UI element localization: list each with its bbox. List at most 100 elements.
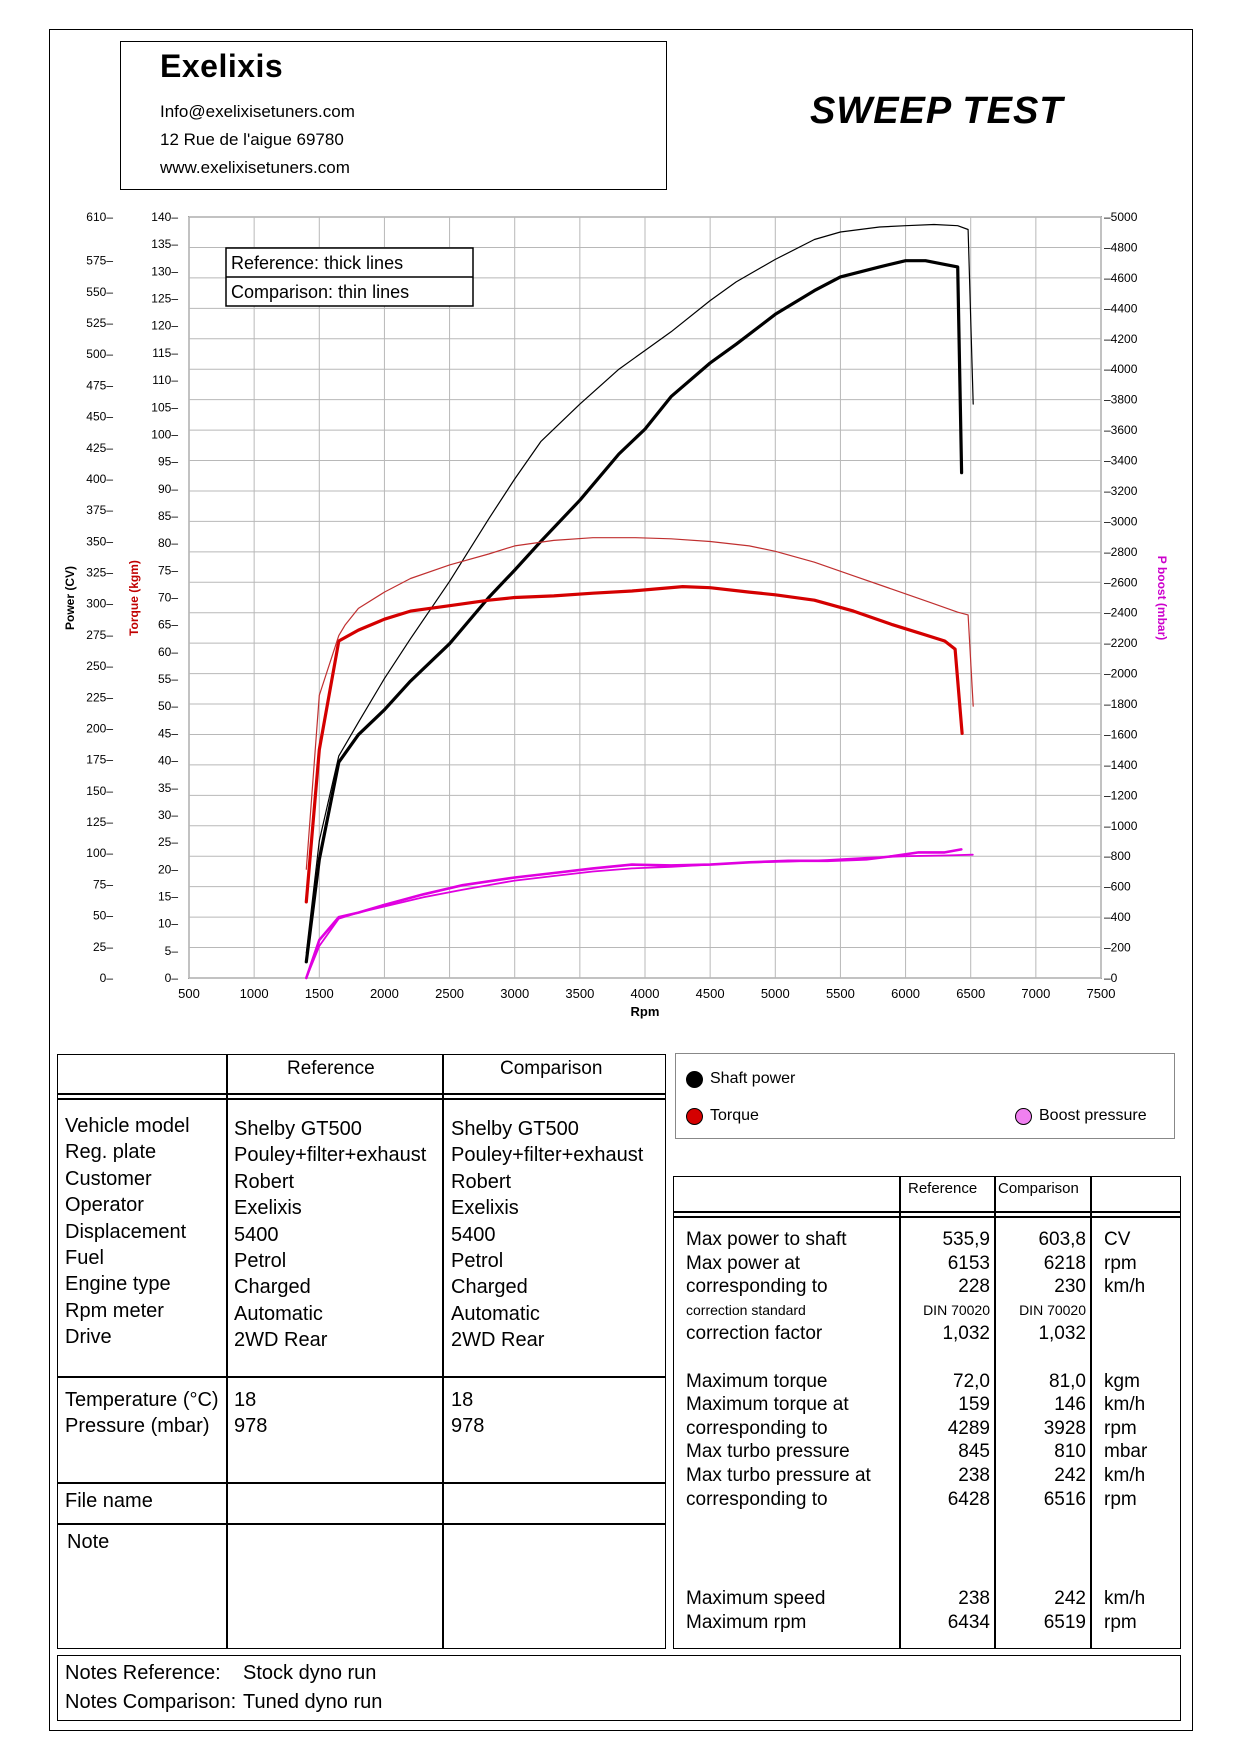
shaft-power-legend-label: Shaft power	[710, 1070, 796, 1087]
speed-unit: km/h	[1104, 1588, 1146, 1609]
info-labels: Vehicle model Reg. plate Customer Operat…	[65, 1113, 190, 1351]
info-cmp-value: Charged	[451, 1276, 528, 1299]
speed-reference-values: 238 6434	[900, 1587, 990, 1634]
torque-tick-label: 115–	[152, 346, 178, 360]
env-labels: Temperature (°C) Pressure (mbar)	[65, 1387, 219, 1440]
torque-tick-label: 120–	[151, 319, 178, 333]
result-ref-value: 6153	[947, 1252, 990, 1274]
env-ref-value: 978	[234, 1415, 268, 1438]
info-comparison-values: Shelby GT500 Pouley+filter+exhaust Rober…	[451, 1116, 643, 1354]
result-cmp-value	[995, 1346, 1086, 1370]
result-unit: kgm	[1104, 1370, 1140, 1392]
power-comparison-line	[305, 223, 974, 954]
legend-box-entry: Comparison: thin lines	[231, 282, 409, 302]
result-ref-value: 6428	[947, 1488, 990, 1510]
boost-tick-label: –2000	[1104, 667, 1138, 681]
boost-tick-label: –3000	[1104, 514, 1138, 528]
speed-cmp-value: 242	[1054, 1588, 1086, 1609]
x-tick-label: 500	[178, 986, 200, 1001]
boost-tick-label: –200	[1104, 941, 1131, 955]
result-unit	[1104, 1346, 1147, 1370]
power-tick-label: 325–	[86, 566, 113, 580]
result-cmp-value: 603,8	[1038, 1229, 1086, 1250]
boost-tick-label: –1600	[1104, 727, 1138, 741]
torque-tick-label: 65–	[158, 618, 178, 632]
info-cmp-value: Petrol	[451, 1249, 504, 1272]
torque-tick-label: 110–	[152, 373, 178, 387]
result-label: Max turbo pressure	[686, 1441, 850, 1463]
result-label: Maximum torque at	[686, 1394, 849, 1416]
power-tick-label: 225–	[86, 690, 113, 704]
boost-tick-label: –400	[1104, 910, 1131, 924]
boost-tick-label: –2400	[1104, 606, 1138, 620]
result-unit: rpm	[1104, 1252, 1137, 1274]
env-cmp-value: 18	[451, 1389, 474, 1411]
boost-tick-label: –2600	[1104, 575, 1138, 589]
boost-tick-label: –4400	[1104, 301, 1138, 315]
result-label: Maximum torque	[686, 1370, 828, 1392]
info-ref-value: Charged	[234, 1276, 311, 1299]
legend-box-entry: Reference: thick lines	[231, 253, 403, 273]
power-tick-label: 50–	[93, 909, 113, 923]
power-tick-label: 200–	[86, 721, 113, 735]
torque-tick-label: 140–	[151, 210, 178, 224]
power-tick-label: 525–	[86, 316, 113, 330]
torque-tick-label: 60–	[158, 645, 178, 659]
x-tick-label: 4500	[696, 986, 725, 1001]
torque-axis-title: Torque (kgm)	[127, 560, 141, 636]
info-cmp-value: Pouley+filter+exhaust	[451, 1144, 644, 1167]
torque-tick-label: 100–	[151, 427, 178, 441]
info-label: Fuel	[65, 1246, 104, 1269]
torque-tick-label: 15–	[158, 889, 178, 903]
power-tick-label: 300–	[86, 597, 113, 611]
info-ref-value: Exelixis	[234, 1197, 302, 1220]
notes-box	[57, 1655, 1181, 1721]
result-cmp-value: 81,0	[1049, 1370, 1086, 1392]
boost-tick-label: –3800	[1104, 393, 1138, 407]
power-tick-label: 25–	[93, 940, 113, 954]
result-unit: rpm	[1104, 1488, 1137, 1510]
info-label: Reg. plate	[65, 1141, 157, 1164]
result-unit: km/h	[1104, 1394, 1146, 1416]
boost-tick-label: –5000	[1104, 210, 1138, 224]
info-ref-value: 2WD Rear	[234, 1329, 328, 1352]
info-ref-value: Shelby GT500	[234, 1118, 362, 1140]
torque-tick-label: 125–	[151, 292, 178, 306]
boost-tick-label: –4800	[1104, 240, 1138, 254]
power-tick-label: 550–	[86, 285, 113, 299]
x-tick-label: 6000	[891, 986, 920, 1001]
info-cmp-value: Shelby GT500	[451, 1118, 579, 1140]
info-label: Drive	[65, 1326, 112, 1349]
boost-tick-label: –2800	[1104, 545, 1138, 559]
power-tick-label: 425–	[86, 441, 113, 455]
result-cmp-value: 146	[1054, 1394, 1086, 1416]
info-cmp-value: 5400	[451, 1223, 496, 1246]
torque-tick-label: 55–	[158, 672, 178, 686]
result-ref-value: 159	[958, 1394, 990, 1416]
env-ref-value: 18	[234, 1389, 257, 1411]
power-tick-label: 175–	[86, 753, 113, 767]
torque-tick-label: 85–	[158, 509, 178, 523]
power-tick-label: 475–	[86, 378, 113, 392]
results-labels: Max power to shaft Max power at correspo…	[686, 1228, 871, 1511]
result-ref-value: 238	[958, 1464, 990, 1486]
chart-axes: 500 1000 1500 2000 2500 3000 3500 4000 4500 5000 5…	[63, 210, 1169, 1019]
notes-reference-label: Notes Reference:	[65, 1662, 221, 1684]
result-cmp-value: 1,032	[1038, 1323, 1086, 1345]
company-website: www.exelixisetuners.com	[160, 158, 350, 177]
boost-axis-title: P boost (mbar)	[1155, 556, 1169, 640]
info-cmp-value: Automatic	[451, 1302, 540, 1325]
x-tick-label: 7000	[1021, 986, 1050, 1001]
notes-comparison-value: Tuned dyno run	[243, 1691, 383, 1713]
x-tick-label: 1500	[305, 986, 334, 1001]
boost-tick-label: –3600	[1104, 423, 1138, 437]
x-tick-label: 3500	[565, 986, 594, 1001]
report-title: SWEEP TEST	[810, 90, 1064, 132]
info-label: Rpm meter	[65, 1299, 164, 1322]
result-label: corresponding to	[686, 1417, 828, 1439]
boost-tick-label: –3400	[1104, 454, 1138, 468]
result-cmp-value: 810	[1054, 1441, 1086, 1463]
result-ref-value: 845	[958, 1441, 990, 1463]
results-comparison-values: 603,8 6218 230 DIN 70020 1,032 81,0 146 …	[995, 1228, 1086, 1511]
power-tick-label: 350–	[86, 534, 113, 548]
